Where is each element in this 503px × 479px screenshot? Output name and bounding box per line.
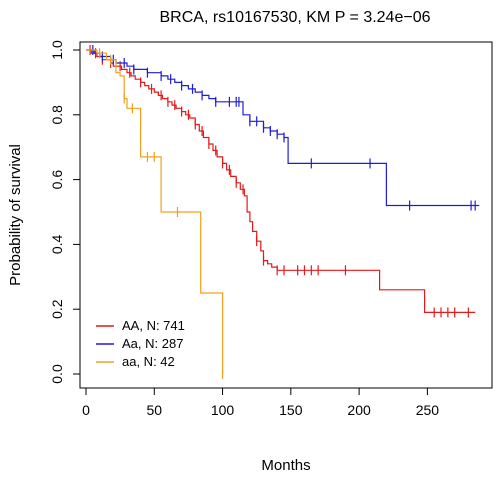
series-2 xyxy=(86,48,224,379)
series-line xyxy=(86,49,480,207)
series-line xyxy=(86,49,224,374)
x-tick-label: 200 xyxy=(347,402,371,418)
legend-label: aa, N: 42 xyxy=(122,354,175,369)
y-tick-label: 0.8 xyxy=(49,105,65,125)
y-tick-label: 0.4 xyxy=(49,234,65,254)
series-layer xyxy=(86,45,480,379)
legend: AA, N: 741 Aa, N: 287 aa, N: 42 xyxy=(96,318,185,369)
x-axis: 0 50 100 150 200 250 xyxy=(82,387,440,418)
y-tick-label: 0.6 xyxy=(49,170,65,190)
series-0 xyxy=(86,45,476,318)
series-line xyxy=(86,49,476,313)
x-tick-label: 50 xyxy=(146,402,162,418)
x-tick-label: 100 xyxy=(211,402,235,418)
chart-title: BRCA, rs10167530, KM P = 3.24e−06 xyxy=(160,9,431,26)
x-axis-label: Months xyxy=(261,457,310,474)
x-tick-label: 250 xyxy=(416,402,440,418)
y-tick-label: 0.2 xyxy=(49,299,65,319)
x-tick-label: 0 xyxy=(82,402,90,418)
y-tick-label: 1.0 xyxy=(49,40,65,60)
series-1 xyxy=(86,45,480,211)
x-tick-label: 150 xyxy=(279,402,303,418)
legend-label: Aa, N: 287 xyxy=(122,336,183,351)
legend-label: AA, N: 741 xyxy=(122,318,185,333)
y-axis-label: Probability of survival xyxy=(7,144,24,286)
y-tick-label: 0.0 xyxy=(49,364,65,384)
y-axis: 0.0 0.2 0.4 0.6 0.8 1.0 xyxy=(49,40,81,384)
